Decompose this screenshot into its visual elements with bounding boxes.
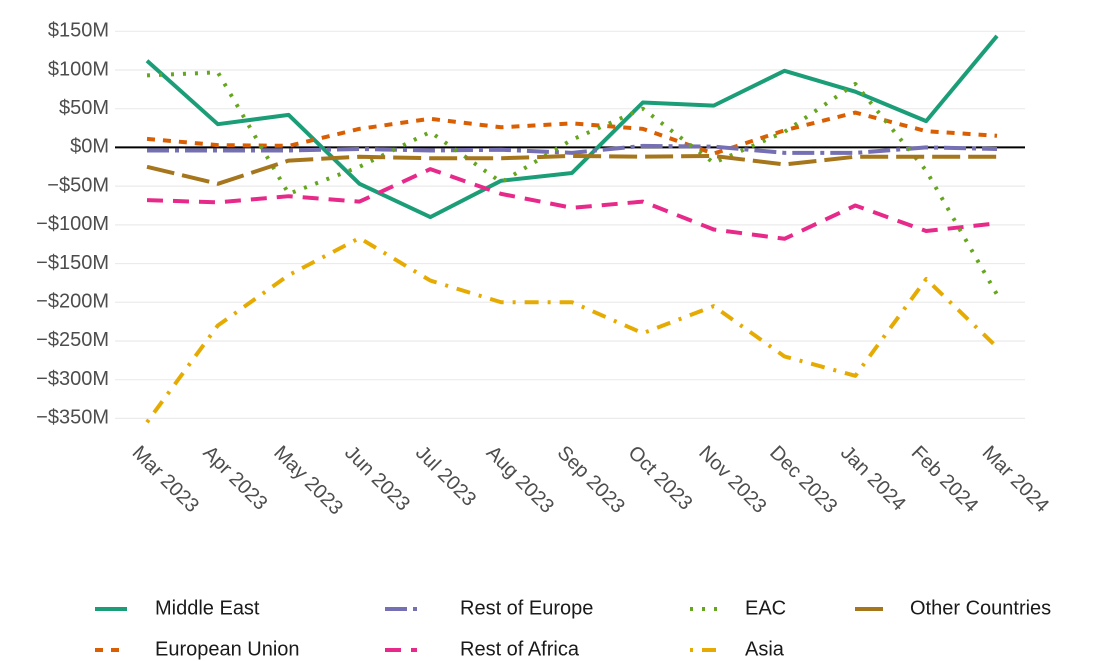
x-tick-label: Mar 2024 [978, 442, 1053, 517]
legend-label: Middle East [155, 597, 260, 619]
x-tick-label: Aug 2023 [482, 442, 558, 518]
x-tick-label: Mar 2023 [128, 442, 203, 517]
legend-label: Other Countries [910, 597, 1051, 619]
legend-label: European Union [155, 638, 300, 660]
legend-label: Rest of Africa [460, 638, 580, 660]
y-tick-label: $50M [59, 97, 109, 119]
y-tick-label: −$100M [36, 213, 109, 235]
x-tick-label: Sep 2023 [553, 442, 629, 518]
legend: Middle East European Union Rest of Europe R… [95, 597, 1051, 660]
y-tick-label: −$150M [36, 252, 109, 274]
series-line [145, 34, 999, 220]
y-tick-label: −$350M [36, 407, 109, 429]
series-line [146, 70, 999, 296]
y-tick-label: $150M [48, 20, 109, 42]
series-line [146, 153, 997, 186]
series-line [147, 143, 998, 155]
x-tick-label: Jul 2023 [411, 442, 480, 511]
series-line [146, 110, 998, 156]
x-tick-label: Apr 2023 [199, 442, 272, 515]
x-tick-label: Nov 2023 [694, 442, 770, 518]
y-tick-label: $0M [70, 136, 109, 158]
y-tick-label: −$50M [47, 174, 109, 196]
legend-label: EAC [745, 597, 786, 619]
legend-label: Asia [745, 638, 785, 660]
x-tick-label: Dec 2023 [765, 442, 841, 518]
legend-label: Rest of Europe [460, 597, 593, 619]
y-tick-label: −$300M [36, 368, 109, 390]
x-tick-label: Oct 2023 [624, 442, 697, 515]
y-tick-label: −$250M [36, 329, 109, 351]
series-line [145, 236, 999, 424]
x-tick-label: Feb 2024 [907, 442, 982, 517]
x-tick-label: Jan 2024 [836, 442, 910, 516]
x-tick-label: Jun 2023 [340, 442, 414, 516]
y-tick-label: −$200M [36, 291, 109, 313]
series-line [146, 167, 998, 241]
x-tick-label: May 2023 [269, 442, 347, 520]
y-tick-label: $100M [48, 58, 109, 80]
